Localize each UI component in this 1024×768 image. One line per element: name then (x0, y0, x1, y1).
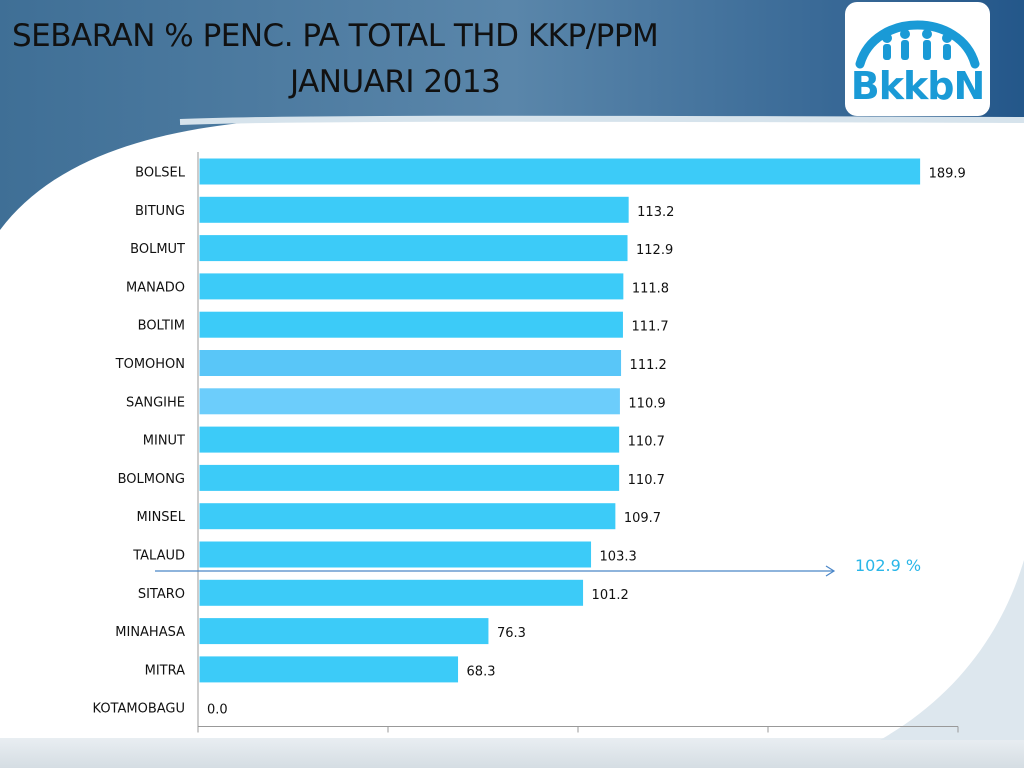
category-label: MANADO (126, 280, 185, 295)
bar (198, 310, 624, 339)
category-label: MITRA (145, 663, 185, 678)
category-label: TOMOHON (115, 357, 185, 372)
category-label: MINUT (143, 434, 185, 449)
chart-title-line-1: SEBARAN % PENC. PA TOTAL THD KKP/PPM (12, 18, 659, 54)
category-label: SITARO (138, 587, 185, 602)
reference-label: 102.9 % (855, 556, 921, 575)
bar (198, 234, 629, 263)
category-label: BOLTIM (138, 319, 185, 334)
bar (198, 425, 621, 454)
category-label: BOLMONG (118, 472, 185, 487)
value-label: 0.0 (207, 703, 228, 718)
reference-arrow-icon (825, 565, 836, 577)
value-label: 189.9 (929, 167, 966, 182)
bar (198, 349, 623, 377)
value-label: 110.9 (628, 396, 665, 411)
bar (198, 540, 593, 569)
bar (198, 578, 585, 607)
value-label: 110.7 (628, 435, 665, 450)
value-label: 113.2 (637, 205, 674, 220)
bar (198, 617, 490, 646)
value-label: 101.2 (592, 588, 629, 603)
value-label: 76.3 (497, 626, 526, 641)
category-label: MINAHASA (115, 625, 185, 640)
bar (198, 272, 625, 301)
category-label: MINSEL (137, 510, 186, 525)
value-label: 109.7 (624, 511, 661, 526)
bar (198, 655, 460, 684)
bkkbn-logo: BkkbN (845, 2, 990, 116)
value-label: 110.7 (628, 473, 665, 488)
bar (198, 195, 630, 224)
bar (198, 502, 617, 531)
value-label: 111.7 (631, 320, 668, 335)
category-label: BOLSEL (135, 166, 186, 181)
value-label: 111.8 (632, 281, 669, 296)
bar (198, 387, 621, 416)
category-label: KOTAMOBAGU (93, 702, 186, 717)
value-label: 111.2 (630, 358, 667, 373)
category-label: BITUNG (135, 204, 185, 219)
value-label: 103.3 (600, 550, 637, 565)
bar (198, 157, 922, 186)
logo-text: BkkbN (850, 64, 986, 108)
category-label: BOLMUT (130, 242, 185, 257)
category-label: TALAUD (132, 549, 185, 564)
bar (198, 463, 621, 492)
family-icon (855, 20, 980, 69)
category-label: SANGIHE (126, 395, 185, 410)
chart-title-line-2: JANUARI 2013 (290, 64, 501, 100)
value-label: 112.9 (636, 243, 673, 258)
value-label: 68.3 (467, 664, 496, 679)
